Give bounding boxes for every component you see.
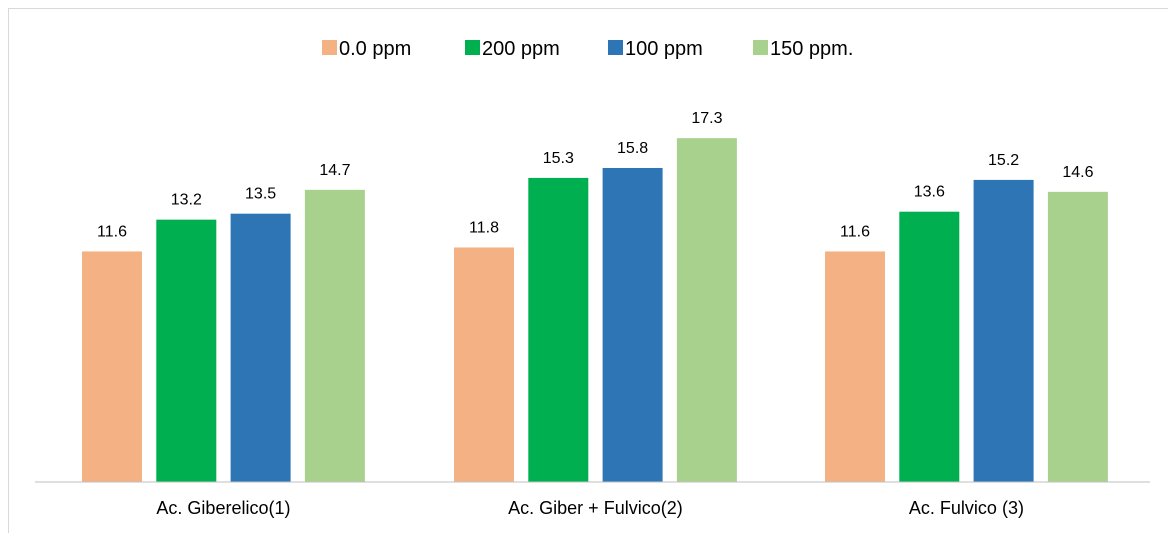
data-label-1-4: 14.7 [319, 162, 350, 179]
data-label-3-3: 15.2 [988, 152, 1019, 169]
data-label-2-4: 17.3 [691, 110, 722, 127]
category-label-1: Ac. Giberelico(1) [156, 498, 290, 518]
bar-3-4 [1047, 191, 1108, 482]
legend: 0.0 ppm 200 ppm 100 ppm 150 ppm. [322, 38, 853, 60]
bars [82, 138, 1108, 482]
legend-label-1: 0.0 ppm [339, 38, 411, 60]
legend-swatch-3 [608, 40, 623, 55]
bar-1-2 [156, 219, 217, 482]
data-label-1-2: 13.2 [171, 192, 202, 209]
legend-label-3: 100 ppm [625, 38, 703, 60]
data-label-1-3: 13.5 [245, 186, 276, 203]
bar-2-3 [602, 167, 663, 482]
bar-2-4 [676, 138, 737, 482]
bar-2-2 [528, 177, 589, 482]
category-label-3: Ac. Fulvico (3) [909, 498, 1024, 518]
data-label-1-1: 11.6 [97, 223, 127, 240]
category-label-2: Ac. Giber + Fulvico(2) [508, 498, 683, 518]
data-label-2-3: 15.8 [617, 140, 648, 157]
legend-swatch-2 [465, 40, 480, 55]
legend-swatch-4 [753, 40, 768, 55]
bar-1-1 [82, 251, 142, 482]
bar-3-2 [899, 211, 960, 482]
chart-frame [8, 8, 1168, 533]
legend-swatch-1 [322, 40, 337, 55]
category-labels: Ac. Giberelico(1) Ac. Giber + Fulvico(2) A… [156, 498, 1024, 518]
legend-label-2: 200 ppm [482, 38, 560, 60]
data-label-3-1: 11.6 [840, 223, 870, 240]
bar-3-1 [825, 251, 885, 482]
data-labels: 11.6 13.2 13.5 14.7 11.8 15.3 15.8 17.3 11.6 13.6… [97, 110, 1094, 240]
data-label-2-2: 15.3 [543, 150, 574, 167]
data-label-2-1: 11.8 [469, 219, 499, 236]
data-label-3-4: 14.6 [1062, 164, 1093, 181]
data-label-3-2: 13.6 [914, 184, 945, 201]
bar-1-3 [230, 213, 291, 482]
legend-label-4: 150 ppm. [770, 38, 853, 60]
bar-2-1 [454, 247, 514, 482]
bar-3-3 [973, 179, 1034, 482]
bar-1-4 [304, 189, 365, 482]
